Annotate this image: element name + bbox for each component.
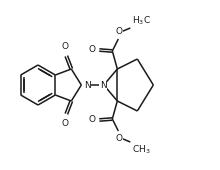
Text: O: O — [62, 119, 69, 128]
Text: N: N — [84, 81, 91, 89]
Text: H$_3$C: H$_3$C — [132, 14, 151, 27]
Text: CH$_3$: CH$_3$ — [132, 143, 151, 156]
Text: N: N — [100, 81, 107, 89]
Text: O: O — [88, 115, 95, 124]
Text: O: O — [62, 42, 69, 51]
Text: O: O — [116, 27, 123, 36]
Text: O: O — [88, 46, 95, 55]
Text: O: O — [116, 134, 123, 143]
